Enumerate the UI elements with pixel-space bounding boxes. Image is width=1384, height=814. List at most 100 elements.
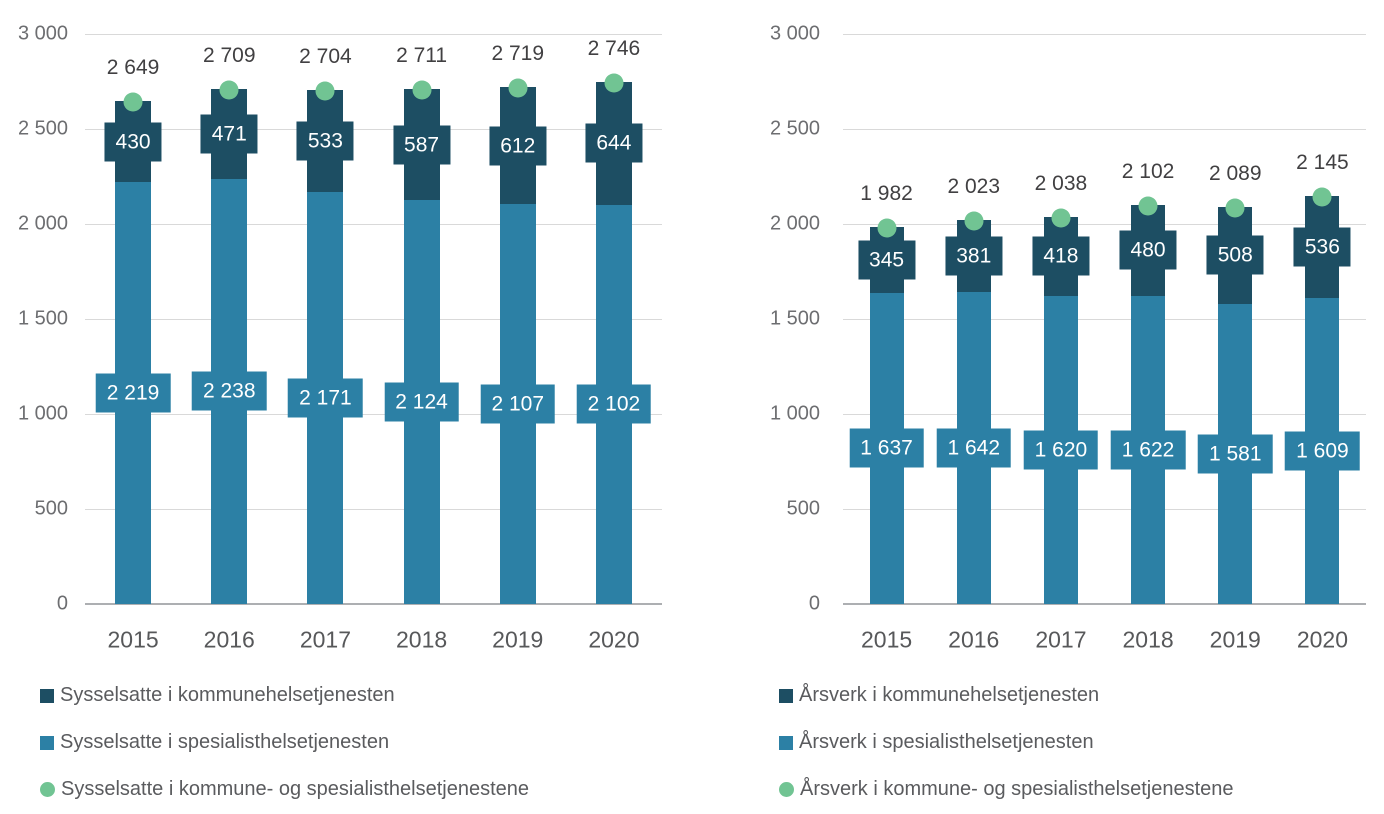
bar-value-label-dark: 536 — [1293, 227, 1351, 267]
bar-value-label-light: 1 637 — [849, 428, 924, 468]
total-dot-icon — [508, 78, 528, 98]
x-axis-year-label: 2020 — [588, 626, 640, 653]
y-axis-tick-label: 2 500 — [17, 117, 68, 140]
legend-right: Årsverk i kommunehelsetjenesten Årsverk … — [779, 684, 1234, 801]
x-axis-year-label: 2015 — [860, 626, 913, 653]
legend-item: Sysselsatte i spesialisthelsetjenesten — [40, 731, 529, 754]
legend-item: Årsverk i spesialisthelsetjenesten — [779, 731, 1234, 754]
axis-baseline — [85, 603, 662, 605]
legend-label: Sysselsatte i kommune- og spesialisthels… — [61, 778, 530, 800]
total-dot-icon — [1225, 198, 1245, 218]
y-axis-tick-label: 3 000 — [769, 22, 820, 45]
legend-label: Sysselsatte i kommunehelsetjenesten — [60, 684, 395, 706]
legend-item: Årsverk i kommune- og spesialisthelsetje… — [779, 778, 1234, 801]
square-marker-dark-icon — [40, 688, 54, 703]
bar-value-label-light: 2 238 — [191, 371, 267, 411]
total-dot-icon — [123, 92, 143, 112]
bar-value-label-dark: 508 — [1206, 235, 1264, 275]
circle-marker-green-icon — [779, 782, 794, 797]
gridline — [85, 129, 662, 130]
legend-item: Sysselsatte i kommunehelsetjenesten — [40, 684, 529, 707]
y-axis-tick-label: 1 000 — [17, 402, 68, 425]
gridline — [85, 509, 662, 510]
total-value-label: 2 649 — [106, 55, 160, 79]
bar-value-label-dark: 381 — [945, 236, 1003, 276]
x-axis-year-label: 2020 — [1296, 626, 1348, 653]
y-axis-tick-label: 500 — [786, 497, 820, 520]
y-axis-tick-label: 500 — [34, 497, 68, 520]
total-value-label: 2 145 — [1296, 151, 1349, 175]
total-dot-icon — [604, 73, 624, 93]
total-value-label: 2 023 — [947, 174, 1001, 198]
gridline — [843, 509, 1366, 510]
bar-value-label-dark: 612 — [489, 126, 547, 166]
total-dot-icon — [877, 218, 897, 238]
x-axis-year-label: 2018 — [395, 626, 448, 653]
total-dot-icon — [1051, 208, 1071, 228]
total-dot-icon — [1138, 196, 1158, 216]
y-axis-tick-label: 2 000 — [769, 212, 820, 235]
bar-value-label-light: 1 620 — [1023, 430, 1099, 470]
bar-value-label-light: 1 581 — [1197, 434, 1273, 474]
x-axis-year-label: 2019 — [1209, 626, 1261, 653]
x-axis-year-label: 2019 — [492, 626, 544, 653]
bar-value-label-light: 1 609 — [1285, 431, 1360, 471]
square-marker-light-icon — [40, 735, 54, 750]
total-value-label: 2 719 — [491, 42, 545, 66]
gridline — [843, 414, 1366, 415]
square-marker-light-icon — [779, 735, 793, 750]
x-axis-year-label: 2015 — [107, 626, 159, 653]
gridline — [85, 34, 662, 35]
legend-item: Sysselsatte i kommune- og spesialisthels… — [40, 778, 529, 801]
y-axis-tick-label: 1 500 — [769, 307, 820, 330]
bar-value-label-light: 1 622 — [1110, 430, 1186, 470]
y-axis-tick-label: 0 — [808, 592, 820, 615]
x-axis-year-label: 2017 — [1035, 626, 1087, 653]
bar-value-label-light: 2 124 — [384, 382, 459, 422]
gridline — [843, 319, 1366, 320]
legend-item: Årsverk i kommunehelsetjenesten — [779, 684, 1234, 707]
total-value-label: 2 711 — [396, 43, 448, 67]
total-dot-icon — [412, 80, 432, 100]
bar-value-label-dark: 644 — [585, 123, 643, 163]
total-value-label: 2 709 — [202, 44, 256, 68]
gridline — [843, 34, 1366, 35]
x-axis-year-label: 2017 — [299, 626, 351, 653]
gridline — [85, 319, 662, 320]
bar-value-label-dark: 345 — [858, 240, 916, 280]
bar-value-label-light: 2 171 — [288, 378, 363, 418]
legend-label: Sysselsatte i spesialisthelsetjenesten — [60, 731, 390, 753]
legend-label: Årsverk i spesialisthelsetjenesten — [799, 731, 1094, 753]
bar-value-label-dark: 430 — [104, 122, 162, 162]
legend-left: Sysselsatte i kommunehelsetjenesten Syss… — [40, 684, 529, 801]
bar-value-label-dark: 480 — [1119, 230, 1177, 270]
x-axis-year-label: 2016 — [203, 626, 255, 653]
total-dot-icon — [1312, 187, 1332, 207]
total-value-label: 2 089 — [1208, 162, 1262, 186]
gridline — [843, 224, 1366, 225]
y-axis-tick-label: 1 000 — [769, 402, 820, 425]
legend-label: Årsverk i kommunehelsetjenesten — [799, 684, 1100, 706]
total-dot-icon — [964, 211, 984, 231]
axis-baseline — [843, 603, 1366, 605]
x-axis-year-label: 2016 — [948, 626, 1000, 653]
y-axis-tick-label: 2 500 — [769, 117, 820, 140]
circle-marker-green-icon — [40, 782, 55, 797]
y-axis-tick-label: 2 000 — [17, 212, 68, 235]
gridline — [85, 224, 662, 225]
square-marker-dark-icon — [779, 688, 793, 703]
y-axis-tick-label: 0 — [56, 592, 68, 615]
legend-label: Årsverk i kommune- og spesialisthelsetje… — [800, 778, 1234, 800]
total-value-label: 2 704 — [299, 45, 352, 69]
total-value-label: 2 038 — [1034, 171, 1088, 195]
bar-value-label-dark: 418 — [1032, 236, 1090, 276]
bar-value-label-dark: 471 — [200, 114, 258, 154]
total-value-label: 1 982 — [860, 182, 913, 206]
bar-value-label-dark: 587 — [393, 125, 451, 165]
total-value-label: 2 746 — [587, 37, 641, 61]
total-dot-icon — [315, 81, 335, 101]
x-axis-year-label: 2018 — [1122, 626, 1174, 653]
